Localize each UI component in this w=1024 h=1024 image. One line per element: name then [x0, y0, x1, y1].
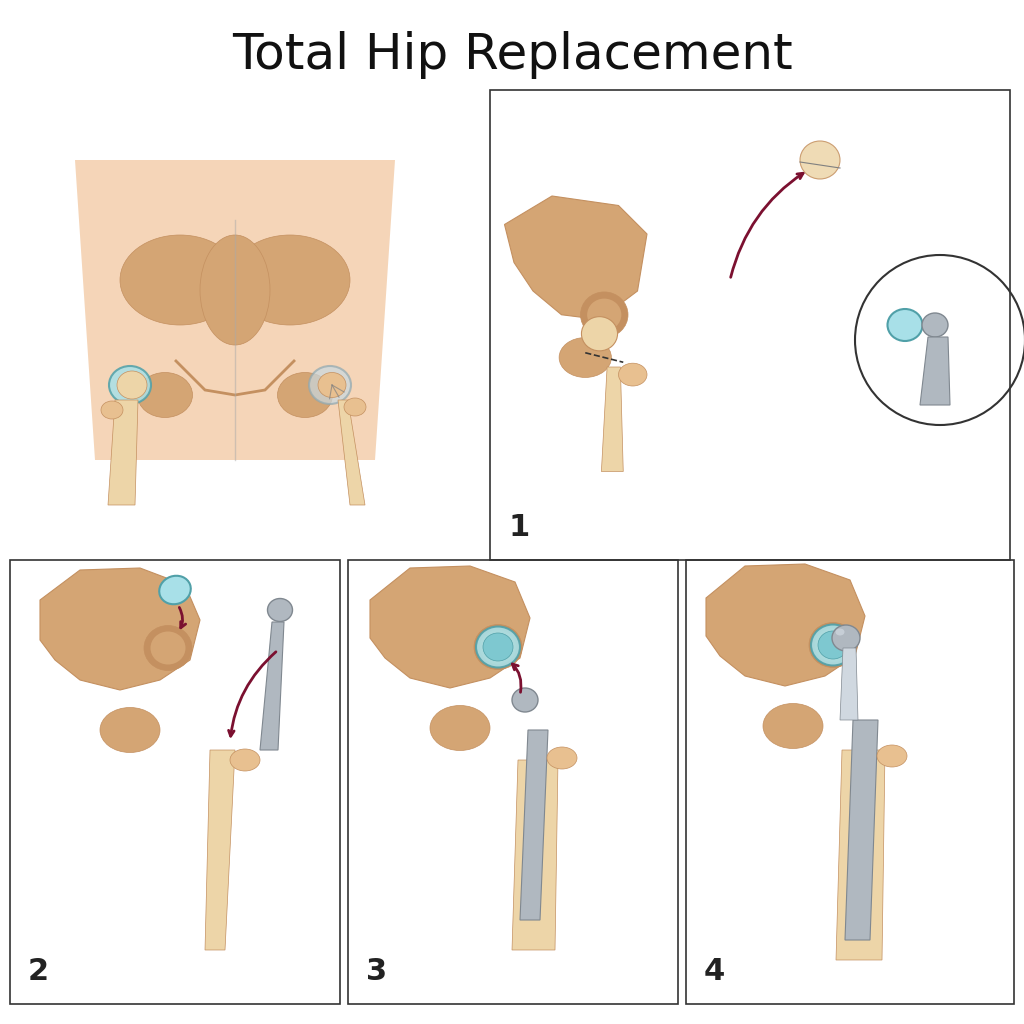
Polygon shape [706, 564, 865, 686]
Polygon shape [75, 160, 395, 460]
Ellipse shape [476, 627, 520, 668]
Ellipse shape [101, 401, 123, 419]
Ellipse shape [800, 141, 840, 179]
Ellipse shape [200, 234, 270, 345]
Ellipse shape [809, 623, 857, 668]
Ellipse shape [888, 309, 923, 341]
Polygon shape [520, 730, 548, 920]
Ellipse shape [159, 575, 190, 604]
Ellipse shape [230, 749, 260, 771]
Ellipse shape [877, 745, 907, 767]
Ellipse shape [109, 366, 151, 404]
Ellipse shape [344, 398, 366, 416]
Text: Total Hip Replacement: Total Hip Replacement [231, 31, 793, 79]
Ellipse shape [230, 234, 350, 325]
Ellipse shape [309, 366, 351, 404]
Ellipse shape [151, 632, 185, 665]
Ellipse shape [581, 292, 628, 338]
Text: 1: 1 [508, 513, 529, 542]
Text: 2: 2 [28, 957, 49, 986]
Ellipse shape [144, 626, 193, 671]
Ellipse shape [618, 364, 647, 386]
Text: 3: 3 [366, 957, 387, 986]
Ellipse shape [483, 633, 513, 662]
Polygon shape [338, 400, 365, 505]
Ellipse shape [480, 630, 516, 664]
Ellipse shape [818, 631, 848, 659]
Ellipse shape [831, 625, 860, 651]
Ellipse shape [922, 313, 948, 337]
Polygon shape [845, 720, 878, 940]
Bar [686, 560, 1014, 1004]
Polygon shape [205, 750, 234, 950]
Ellipse shape [836, 629, 845, 636]
Ellipse shape [278, 373, 333, 418]
Ellipse shape [811, 625, 855, 666]
Ellipse shape [582, 316, 617, 351]
Ellipse shape [512, 688, 538, 712]
Polygon shape [260, 622, 284, 750]
Ellipse shape [318, 373, 346, 397]
Polygon shape [836, 750, 885, 961]
Bar [10, 560, 340, 1004]
Ellipse shape [815, 628, 851, 662]
Bar [490, 90, 1010, 560]
Ellipse shape [100, 708, 160, 753]
Polygon shape [505, 196, 647, 319]
Bar [348, 560, 678, 1004]
Ellipse shape [117, 371, 147, 399]
Ellipse shape [547, 746, 577, 769]
Ellipse shape [430, 706, 490, 751]
Ellipse shape [120, 234, 240, 325]
Polygon shape [108, 400, 138, 505]
Polygon shape [370, 566, 530, 688]
Ellipse shape [474, 625, 522, 670]
Ellipse shape [137, 373, 193, 418]
Ellipse shape [559, 338, 611, 378]
Ellipse shape [267, 598, 293, 622]
Polygon shape [512, 760, 558, 950]
Polygon shape [840, 648, 858, 720]
Ellipse shape [763, 703, 823, 749]
Ellipse shape [587, 299, 622, 331]
Polygon shape [601, 367, 624, 471]
Text: 4: 4 [705, 957, 725, 986]
Polygon shape [40, 568, 200, 690]
Polygon shape [920, 337, 950, 406]
